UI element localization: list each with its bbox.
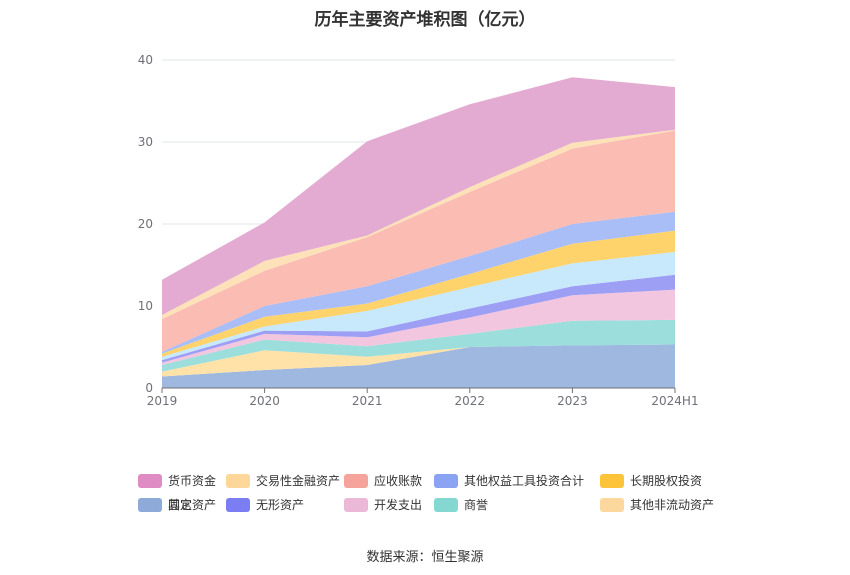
area-series-6 (162, 251, 675, 361)
area-series-group (162, 77, 675, 388)
legend-item[interactable]: 交易性金融资产 (226, 472, 340, 489)
axes: 0 10 20 30 40 2019 2020 2021 2022 2023 2024H1 (138, 53, 699, 408)
legend-label: 固定资产 (168, 498, 217, 512)
chart-title: 历年主要资产堆积图（亿元） (314, 10, 536, 30)
area-series-11 (162, 77, 675, 315)
area-series-1 (162, 344, 675, 388)
area-series-5 (162, 274, 675, 363)
x-tick-label: 2019 (147, 394, 178, 408)
legend-item[interactable]: 无形资产 (226, 496, 304, 513)
legend-label: 长期股权投资 (630, 474, 703, 488)
legend-label: 其他权益工具投资合计 (464, 474, 585, 488)
legend-item[interactable]: 其它 (138, 496, 192, 513)
area-series-4 (162, 289, 675, 365)
x-tick-label: 2020 (249, 394, 280, 408)
y-tick-label: 10 (138, 299, 153, 313)
y-tick-label: 0 (145, 381, 153, 395)
legend-label: 无形资产 (256, 498, 305, 512)
x-tick-label: 2021 (352, 394, 383, 408)
legend-item[interactable]: 其他权益工具投资合计 (434, 472, 584, 489)
legend-item[interactable]: 长期股权投资 (600, 472, 702, 489)
x-tick-label: 2024H1 (651, 394, 698, 408)
legend-swatch (138, 473, 162, 488)
legend-swatch (226, 497, 250, 512)
legend-label: 其他非流动资产 (630, 498, 715, 512)
area-series-2 (162, 344, 675, 377)
area-series-7 (162, 230, 675, 357)
legend-label: 应收账款 (374, 474, 423, 488)
legend-item[interactable]: 应收账款 (344, 472, 422, 489)
legend-label: 货币资金 (168, 474, 217, 488)
legend-swatch (344, 473, 368, 488)
legend-label: 其它 (168, 498, 193, 512)
y-tick-label: 40 (138, 53, 153, 67)
legend-swatch (434, 473, 458, 488)
y-tick-label: 30 (138, 135, 153, 149)
legend-swatch (138, 497, 162, 512)
legend-swatch (226, 473, 250, 488)
legend-item[interactable]: 开发支出 (344, 496, 422, 513)
legend-swatch (344, 497, 368, 512)
area-series-3 (162, 319, 675, 372)
data-source-note: 数据来源：恒生聚源 (366, 550, 484, 565)
legend-swatch (600, 497, 624, 512)
legend-item[interactable]: 货币资金 (138, 472, 216, 489)
legend-label: 开发支出 (374, 498, 423, 512)
legend-label: 商誉 (464, 498, 489, 512)
legend-swatch (434, 497, 458, 512)
area-series-9 (162, 130, 675, 352)
legend-label: 交易性金融资产 (256, 474, 341, 488)
y-tick-label: 20 (138, 217, 153, 231)
legend-swatch (600, 473, 624, 488)
area-series-8 (162, 211, 675, 354)
legend-item[interactable]: 商誉 (434, 496, 488, 513)
x-tick-label: 2023 (557, 394, 588, 408)
legend-item[interactable]: 其他非流动资产 (600, 496, 714, 513)
x-tick-label: 2022 (455, 394, 486, 408)
